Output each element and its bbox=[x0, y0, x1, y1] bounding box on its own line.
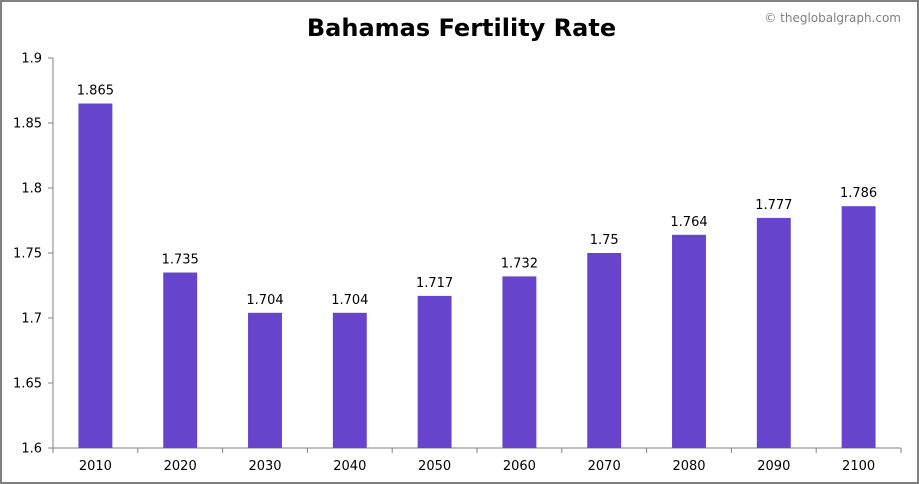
data-label-2010: 1.865 bbox=[77, 84, 114, 99]
data-label-2060: 1.732 bbox=[501, 256, 538, 271]
x-tick-label: 2030 bbox=[248, 459, 281, 474]
bar-2040 bbox=[332, 312, 367, 448]
bar-2070 bbox=[587, 253, 622, 448]
bar-2010 bbox=[78, 103, 113, 448]
data-label-2050: 1.717 bbox=[416, 276, 453, 291]
x-tick-label: 2050 bbox=[418, 459, 451, 474]
y-tick-label: 1.65 bbox=[13, 377, 42, 392]
data-label-2080: 1.764 bbox=[670, 215, 707, 230]
x-tick-label: 2080 bbox=[672, 459, 705, 474]
bar-2030 bbox=[248, 312, 282, 448]
bar-2080 bbox=[672, 234, 706, 448]
data-label-2090: 1.777 bbox=[755, 198, 792, 213]
y-tick-label: 1.7 bbox=[21, 312, 42, 327]
y-tick-label: 1.6 bbox=[21, 442, 42, 457]
x-tick-label: 2090 bbox=[757, 459, 790, 474]
data-label-2040: 1.704 bbox=[331, 293, 368, 308]
x-tick-label: 2040 bbox=[333, 459, 366, 474]
data-label-2020: 1.735 bbox=[162, 253, 199, 268]
y-tick-label: 1.85 bbox=[13, 117, 42, 132]
watermark: © theglobalgraph.com bbox=[764, 11, 901, 25]
y-tick-label: 1.8 bbox=[21, 182, 42, 197]
bar-2090 bbox=[756, 217, 791, 448]
bar-2050 bbox=[417, 295, 452, 448]
labels-group: 1.865 2010 1.735 2020 1.704 2030 1.704 2040 1.71… bbox=[77, 84, 877, 475]
y-tick-label: 1.75 bbox=[13, 247, 42, 262]
data-label-2100: 1.786 bbox=[840, 186, 877, 201]
bar-2060 bbox=[502, 276, 537, 448]
bar-2020 bbox=[163, 272, 198, 448]
y-tick-label: 1.9 bbox=[21, 52, 42, 67]
chart-title: Bahamas Fertility Rate bbox=[306, 14, 617, 42]
x-tick-label: 2010 bbox=[79, 459, 112, 474]
x-tick-label: 2070 bbox=[588, 459, 621, 474]
data-label-2030: 1.704 bbox=[246, 293, 283, 308]
x-tick-label: 2020 bbox=[164, 459, 197, 474]
data-label-2070: 1.75 bbox=[590, 233, 619, 248]
x-tick-label: 2060 bbox=[503, 459, 536, 474]
x-tick-label: 2100 bbox=[842, 459, 875, 474]
bars-group bbox=[78, 103, 876, 448]
bar-2100 bbox=[841, 206, 876, 448]
